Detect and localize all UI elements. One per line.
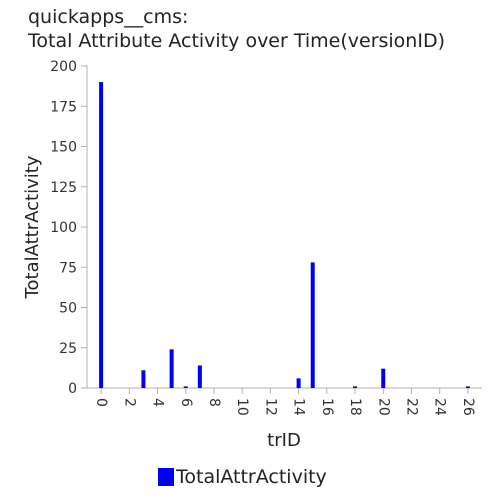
chart-title-line-1: quickapps__cms: bbox=[28, 6, 189, 28]
y-tick-label: 125 bbox=[50, 180, 77, 196]
x-tick-label: 14 bbox=[291, 398, 307, 416]
x-tick-label: 22 bbox=[403, 398, 419, 416]
y-tick-label: 50 bbox=[59, 301, 77, 317]
y-axis-label: TotalAttrActivity bbox=[22, 155, 43, 299]
x-tick-label: 18 bbox=[347, 398, 363, 416]
x-tick-label: 26 bbox=[460, 398, 476, 416]
x-tick-label: 16 bbox=[319, 398, 335, 416]
y-tick-label: 0 bbox=[68, 381, 77, 397]
legend-label: TotalAttrActivity bbox=[176, 466, 327, 488]
y-axis: 0 25 50 75 100 125 150 175 200 bbox=[50, 59, 88, 397]
bar bbox=[169, 349, 174, 388]
x-axis-label: trID bbox=[267, 430, 301, 451]
x-tick-label: 20 bbox=[375, 398, 391, 416]
bar bbox=[141, 370, 146, 388]
bar bbox=[99, 82, 104, 388]
bar bbox=[353, 386, 358, 388]
bar bbox=[465, 386, 470, 388]
bar bbox=[381, 368, 386, 388]
bar bbox=[296, 378, 301, 388]
x-axis: 0 2 4 6 8 10 12 14 16 18 20 22 24 26 bbox=[87, 387, 482, 416]
y-tick-label: 25 bbox=[59, 341, 77, 357]
legend: TotalAttrActivity bbox=[158, 466, 327, 488]
y-tick-label: 200 bbox=[50, 59, 77, 75]
bar bbox=[310, 262, 315, 388]
x-tick-label: 4 bbox=[150, 398, 166, 407]
bar-series bbox=[99, 82, 470, 388]
chart-title-line-2: Total Attribute Activity over Time(versi… bbox=[28, 30, 445, 52]
x-tick-label: 0 bbox=[93, 398, 109, 407]
x-tick-label: 2 bbox=[121, 398, 137, 407]
y-tick-label: 150 bbox=[50, 140, 77, 156]
x-tick-label: 6 bbox=[178, 398, 194, 407]
y-tick-label: 100 bbox=[50, 220, 77, 236]
chart-title: quickapps__cms: Total Attribute Activity… bbox=[28, 5, 498, 53]
x-tick-label: 24 bbox=[432, 398, 448, 416]
bar bbox=[183, 386, 188, 388]
x-tick-label: 8 bbox=[206, 398, 222, 407]
y-tick-label: 175 bbox=[50, 99, 77, 115]
x-tick-label: 12 bbox=[262, 398, 278, 416]
x-tick-label: 10 bbox=[234, 398, 250, 416]
y-tick-label: 75 bbox=[59, 260, 77, 276]
bar bbox=[197, 365, 202, 388]
legend-swatch bbox=[158, 468, 174, 486]
